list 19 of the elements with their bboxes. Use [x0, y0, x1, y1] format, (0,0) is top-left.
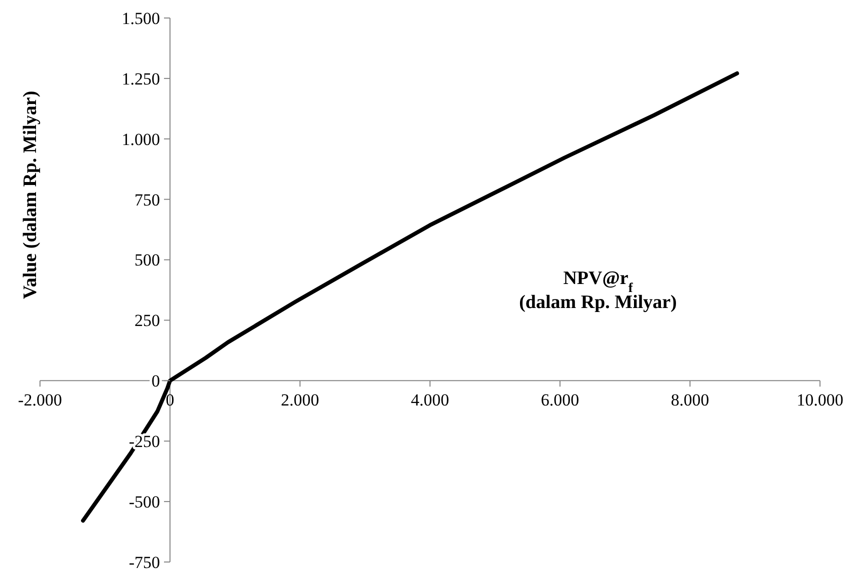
- y-tick-label: 1.250: [122, 69, 160, 88]
- x-tick-label: 0: [166, 390, 174, 410]
- x-tick-label: -2.000: [18, 390, 62, 410]
- y-axis-title: Value (dalam Rp. Milyar): [20, 90, 41, 300]
- x-tick-label: 6.000: [540, 390, 580, 410]
- y-tick-label: 1.000: [122, 130, 160, 149]
- y-tick-label: 1.500: [122, 8, 160, 28]
- y-tick-label: 0: [152, 372, 160, 391]
- y-tick-label: 500: [134, 250, 160, 270]
- x-tick-label: 2.000: [280, 390, 320, 410]
- x-tick-label: 10.000: [796, 390, 844, 410]
- y-tick-label: 750: [134, 190, 160, 210]
- x-tick-label: 8.000: [670, 390, 710, 410]
- y-tick-label: 250: [134, 311, 160, 330]
- y-tick-label: -750: [128, 552, 160, 572]
- line-series: [81, 71, 740, 523]
- x-tick-label: 4.000: [410, 390, 450, 410]
- x-axis-title: NPV@r$_{f}$ (dalam Rp. Milyar): [519, 268, 677, 313]
- y-tick-label: -500: [128, 492, 160, 512]
